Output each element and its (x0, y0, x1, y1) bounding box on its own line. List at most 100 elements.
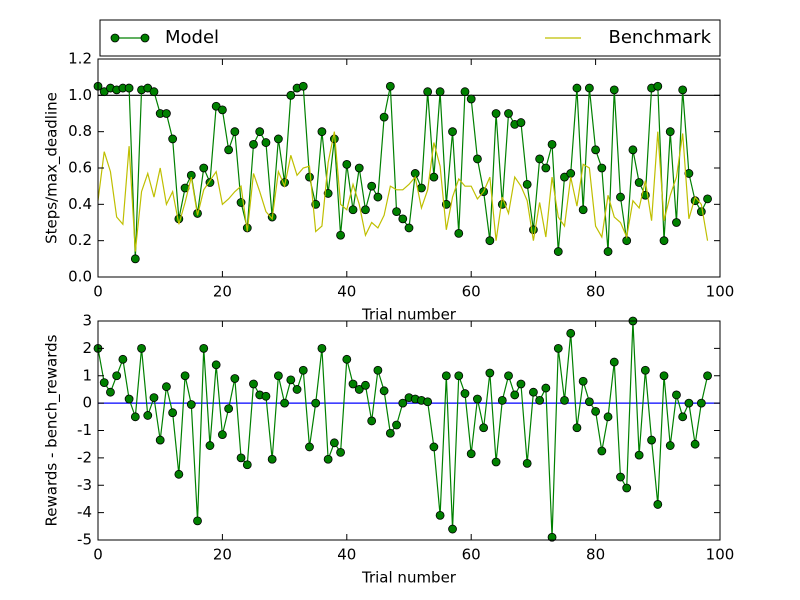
marker (217, 430, 227, 440)
marker (516, 379, 526, 389)
marker (137, 343, 146, 353)
marker (553, 343, 563, 353)
y-tick-label: -3 (77, 476, 92, 494)
marker (535, 154, 545, 164)
marker (317, 127, 327, 137)
marker (118, 354, 128, 364)
marker (286, 90, 296, 100)
marker (423, 397, 433, 407)
marker (317, 343, 327, 353)
marker (224, 145, 234, 155)
marker (591, 406, 600, 416)
marker (572, 83, 582, 93)
marker (149, 87, 159, 97)
marker (678, 412, 688, 422)
marker (149, 393, 159, 403)
marker (342, 354, 352, 364)
marker (665, 441, 675, 450)
marker (398, 214, 408, 224)
marker (429, 172, 439, 182)
marker (417, 183, 426, 193)
marker (280, 398, 290, 408)
marker (286, 375, 296, 385)
marker (672, 218, 681, 227)
x-tick-label: 80 (586, 283, 605, 301)
marker (653, 81, 663, 91)
marker (572, 423, 582, 433)
marker (560, 395, 569, 405)
marker (124, 394, 134, 404)
marker (448, 127, 457, 137)
marker (130, 254, 140, 264)
marker (305, 172, 314, 182)
marker (454, 371, 464, 381)
marker (603, 247, 613, 256)
marker (696, 398, 706, 408)
marker (336, 230, 345, 240)
marker (584, 83, 594, 93)
x-tick-label: 20 (213, 283, 232, 301)
marker (616, 192, 625, 202)
marker (634, 450, 644, 460)
marker (597, 163, 607, 173)
y-tick-label: 0 (82, 394, 92, 412)
marker (186, 400, 196, 409)
marker (659, 236, 669, 246)
marker (603, 412, 613, 422)
marker (616, 472, 625, 482)
y-tick-label: 0.8 (68, 122, 92, 140)
y-tick-label: 0.0 (68, 268, 92, 286)
marker (547, 139, 557, 149)
marker (640, 365, 650, 375)
marker (398, 398, 408, 408)
marker (591, 145, 600, 155)
y-tick-label: 1.2 (68, 50, 92, 68)
marker (628, 145, 638, 155)
marker (435, 510, 445, 520)
marker (497, 395, 507, 405)
marker (485, 368, 495, 378)
marker (261, 138, 271, 147)
marker (665, 127, 675, 137)
marker (354, 163, 364, 173)
marker (174, 469, 184, 479)
marker (298, 365, 308, 375)
plot-area (98, 321, 720, 540)
marker (684, 398, 694, 408)
marker (392, 207, 401, 217)
marker (242, 460, 252, 470)
marker (249, 139, 258, 149)
x-axis-label: Trial number (361, 569, 457, 587)
marker (323, 454, 333, 464)
x-tick-label: 80 (586, 546, 605, 564)
marker (678, 85, 688, 95)
marker (473, 154, 482, 164)
marker (298, 81, 308, 91)
marker (367, 181, 377, 191)
legend-label: Benchmark (608, 27, 711, 48)
x-tick-label: 0 (93, 546, 103, 564)
marker (361, 380, 370, 390)
y-tick-label: 0.6 (68, 159, 92, 177)
marker (379, 112, 389, 122)
marker (261, 391, 271, 401)
marker (473, 394, 482, 404)
marker (155, 435, 165, 445)
marker (392, 420, 401, 430)
marker (255, 127, 265, 137)
marker (423, 87, 433, 97)
marker (522, 179, 532, 189)
marker (690, 439, 700, 449)
x-tick-label: 0 (93, 283, 103, 301)
marker (367, 416, 377, 426)
marker (361, 205, 370, 215)
marker (230, 127, 240, 137)
y-tick-label: 1.0 (68, 86, 92, 104)
marker (541, 163, 551, 173)
marker (193, 516, 202, 526)
legend-label: Model (165, 27, 219, 48)
x-axis-label: Trial number (361, 306, 457, 324)
x-tick-label: 60 (462, 546, 481, 564)
y-tick-label: -5 (77, 531, 92, 549)
marker (541, 383, 551, 393)
